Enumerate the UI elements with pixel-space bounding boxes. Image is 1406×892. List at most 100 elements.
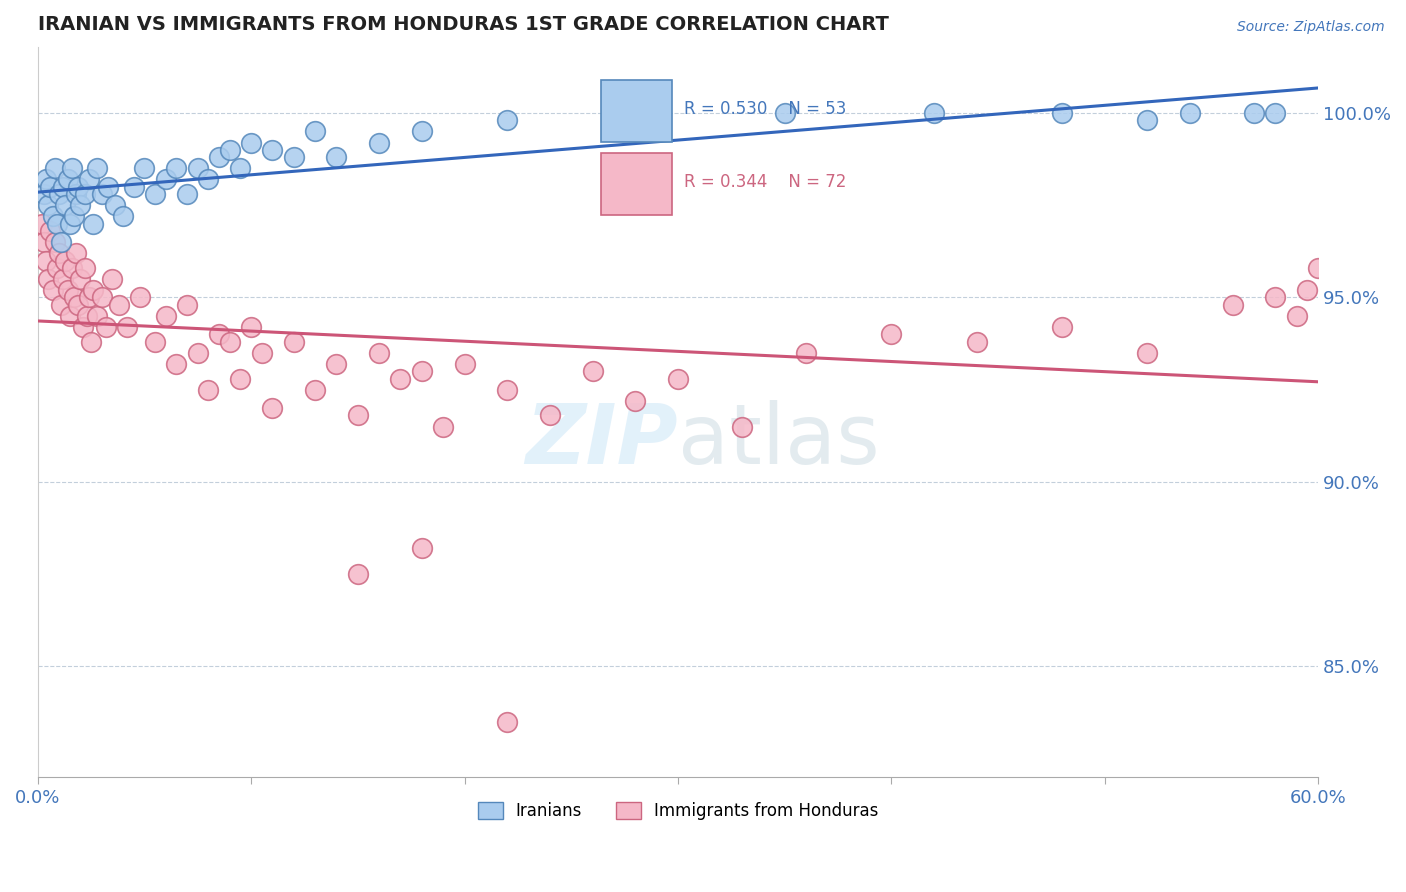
Point [73,260,96,275]
Point [229,161,252,176]
Point [794,345,817,359]
Point [72,320,94,334]
Point [35,172,58,186]
Point [229,371,252,385]
Point [60,260,83,275]
Legend: Iranians, Immigrants from Honduras: Iranians, Immigrants from Honduras [471,796,884,827]
Point [966,334,988,349]
Point [1050,320,1073,334]
Point [346,567,368,582]
Point [346,409,368,423]
Point [37,198,59,212]
Point [155,172,177,186]
Point [197,383,219,397]
Point [117,320,139,334]
Point [48,187,70,202]
Point [112,209,135,223]
Point [67,179,90,194]
Point [922,106,945,120]
Point [240,136,263,150]
Point [48,246,70,260]
Point [51,298,73,312]
Point [59,217,82,231]
Point [773,106,796,120]
Point [55,198,77,212]
Point [240,320,263,334]
Point [94,320,117,334]
Point [52,272,75,286]
Point [107,298,129,312]
Point [411,541,433,556]
Text: R = 0.530    N = 53: R = 0.530 N = 53 [685,100,846,118]
Point [82,283,104,297]
Point [411,124,433,138]
Point [1308,260,1330,275]
Point [55,253,77,268]
Point [77,172,100,186]
Point [165,161,187,176]
Point [67,298,90,312]
Point [496,383,519,397]
Point [218,334,240,349]
Point [304,124,326,138]
Point [1136,113,1159,128]
Point [129,290,152,304]
Point [134,161,156,176]
Point [65,187,87,202]
Point [86,161,108,176]
Point [39,179,62,194]
Point [411,364,433,378]
Point [218,143,240,157]
Point [187,161,209,176]
Point [624,393,647,408]
Point [32,187,55,202]
Point [45,260,67,275]
Point [538,409,561,423]
Point [496,714,519,729]
Point [666,371,689,385]
Point [32,235,55,249]
Point [581,364,603,378]
Point [52,179,75,194]
Point [325,357,347,371]
Point [51,235,73,249]
Point [155,309,177,323]
Point [103,198,125,212]
Point [41,283,63,297]
Point [1136,345,1159,359]
Point [1264,106,1286,120]
Point [63,209,86,223]
Point [60,161,83,176]
Point [56,283,79,297]
FancyBboxPatch shape [602,153,672,215]
Point [1243,106,1265,120]
Point [69,272,91,286]
Point [1296,283,1319,297]
Point [208,150,231,164]
Point [97,179,120,194]
Text: IRANIAN VS IMMIGRANTS FROM HONDURAS 1ST GRADE CORRELATION CHART: IRANIAN VS IMMIGRANTS FROM HONDURAS 1ST … [38,15,889,34]
Point [76,309,98,323]
Point [35,253,58,268]
Point [56,172,79,186]
Point [262,143,284,157]
Point [90,290,112,304]
Point [1264,290,1286,304]
Point [31,217,53,231]
Point [496,113,519,128]
Text: atlas: atlas [678,401,880,482]
Point [731,419,754,434]
Point [82,217,104,231]
Point [283,334,305,349]
Point [122,179,145,194]
FancyBboxPatch shape [602,79,672,142]
Point [283,150,305,164]
Point [44,161,66,176]
Point [65,246,87,260]
Point [624,124,647,138]
Point [143,334,166,349]
Point [208,327,231,342]
Point [90,187,112,202]
Point [1178,106,1201,120]
Point [176,187,198,202]
